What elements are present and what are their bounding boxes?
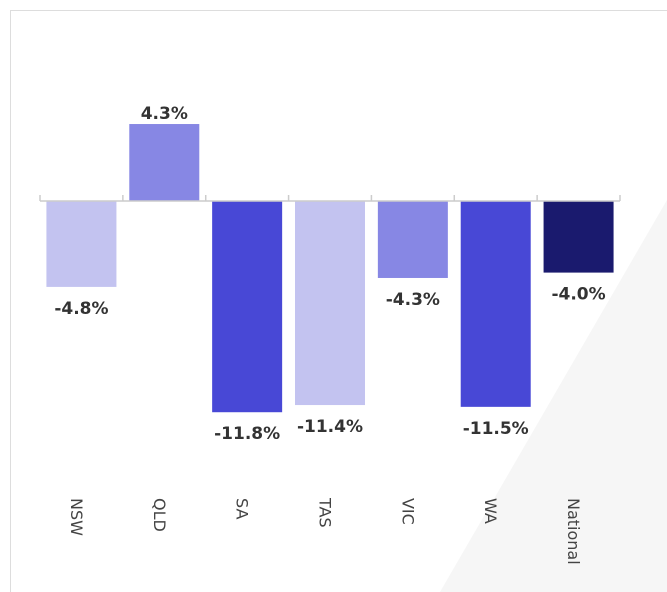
bar	[295, 201, 365, 406]
value-label: 4.3%	[141, 104, 188, 124]
bar	[212, 201, 283, 413]
bar	[460, 201, 531, 407]
value-label: -4.8%	[54, 299, 108, 319]
x-tick-label: TAS	[316, 497, 335, 528]
x-tick-label: National	[564, 498, 583, 565]
value-label: -4.0%	[551, 285, 605, 305]
x-tick-label: SA	[233, 498, 252, 519]
x-tick-label: NSW	[67, 498, 86, 536]
bar	[377, 201, 448, 278]
value-label: -11.8%	[214, 424, 280, 444]
bar	[46, 201, 117, 287]
value-label: -11.4%	[297, 417, 363, 437]
x-tick-label: WA	[481, 498, 500, 524]
value-label: -11.5%	[463, 419, 529, 439]
bar	[543, 201, 614, 273]
background-shade	[440, 200, 667, 592]
bar	[129, 124, 200, 201]
x-tick-label: VIC	[398, 498, 417, 525]
value-label: -4.3%	[386, 290, 440, 310]
x-tick-label: QLD	[150, 498, 169, 532]
